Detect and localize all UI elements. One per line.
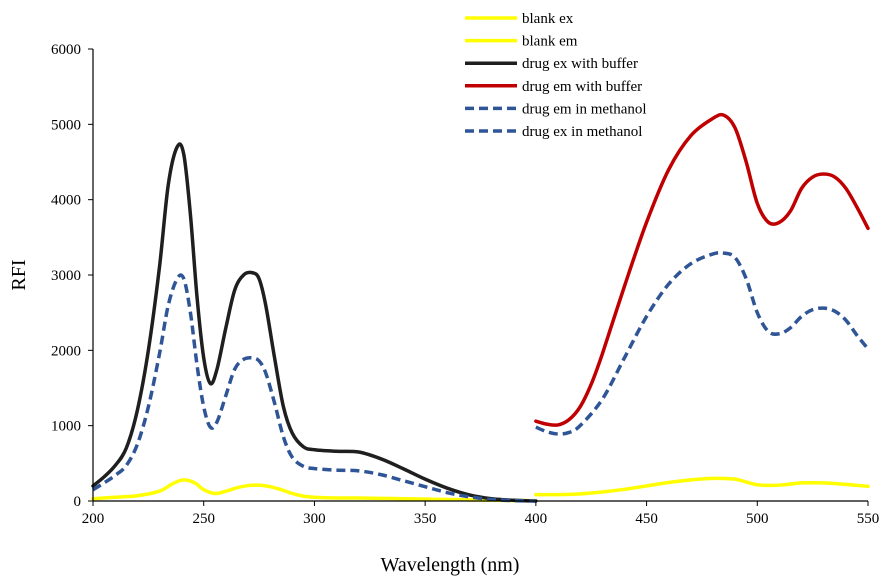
legend-item-drug-ex-with-buffer: drug ex with buffer xyxy=(465,56,638,72)
x-tick-label: 350 xyxy=(414,511,437,527)
series-line-drug-em-in-methanol xyxy=(535,250,870,436)
legend: blank ex blank em drug ex with buffer drug … xyxy=(465,11,647,140)
series-line-drug-ex-with-buffer xyxy=(91,142,538,503)
y-tick-label: 2000 xyxy=(51,343,81,359)
x-tick-label: 200 xyxy=(82,511,105,527)
legend-item-drug-em-with-buffer: drug em with buffer xyxy=(465,79,642,95)
y-tick-label: 5000 xyxy=(51,117,81,133)
y-tick-label: 0 xyxy=(74,494,82,510)
x-tick-label: 550 xyxy=(857,511,880,527)
y-axis-title: RFI xyxy=(8,259,30,290)
x-tick-label: 400 xyxy=(525,511,548,527)
x-axis-title: Wavelength (nm) xyxy=(381,554,520,576)
x-tick-label: 250 xyxy=(192,511,215,527)
series-line-blank-ex xyxy=(91,478,538,503)
series-line-drug-ex-in-methanol xyxy=(92,273,536,503)
plot-lines xyxy=(91,112,870,503)
legend-label: drug em in methanol xyxy=(522,101,647,117)
legend-item-drug-em-in-methanol: drug em in methanol xyxy=(465,101,647,117)
legend-label: blank ex xyxy=(522,11,574,27)
ticks: 200 250 300 350 400 450 500 550 0 1000 2000 3000 400… xyxy=(51,42,879,527)
legend-label: drug em with buffer xyxy=(522,79,642,95)
y-tick-label: 1000 xyxy=(51,419,81,435)
x-tick-label: 300 xyxy=(303,511,326,527)
legend-item-blank-ex: blank ex xyxy=(465,11,574,27)
legend-label: drug ex with buffer xyxy=(522,56,638,72)
legend-item-blank-em: blank em xyxy=(465,34,578,50)
legend-label: drug ex in methanol xyxy=(522,124,642,140)
series-line-drug-em-with-buffer xyxy=(534,112,870,427)
legend-item-drug-ex-in-methanol: drug ex in methanol xyxy=(465,124,642,140)
x-tick-label: 500 xyxy=(746,511,769,527)
y-tick-label: 3000 xyxy=(51,268,81,284)
y-tick-label: 4000 xyxy=(51,193,81,209)
series-line-blank-em xyxy=(534,476,870,497)
axes xyxy=(92,49,868,502)
legend-label: blank em xyxy=(522,34,578,50)
x-tick-label: 450 xyxy=(635,511,658,527)
y-tick-label: 6000 xyxy=(51,42,81,58)
